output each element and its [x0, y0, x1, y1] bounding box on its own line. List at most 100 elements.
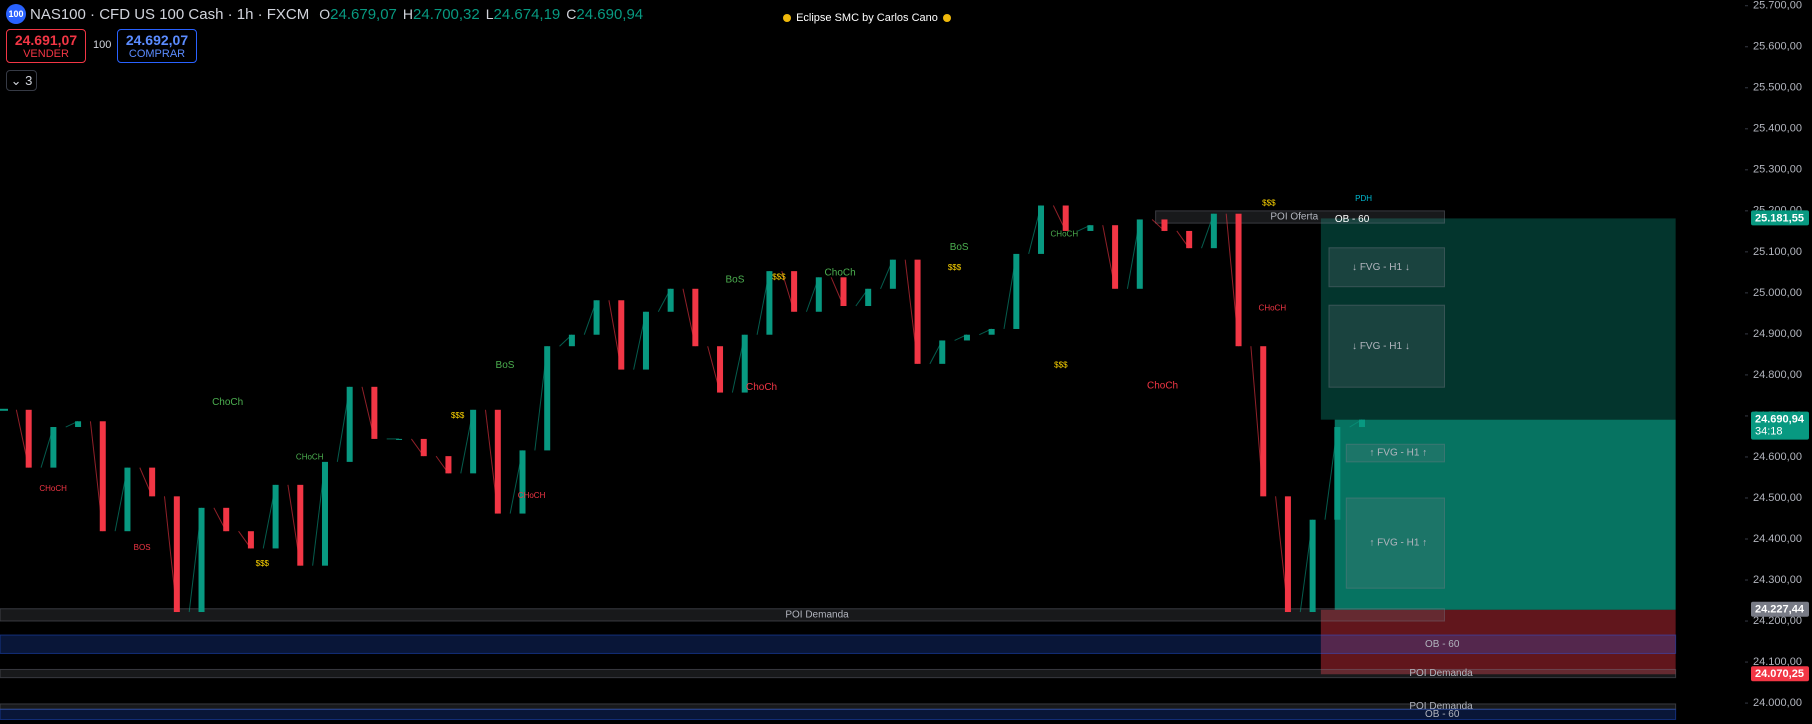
ohlc-key: O [319, 5, 331, 22]
ohlc-key: C [566, 5, 577, 22]
ohlc-key: L [485, 5, 494, 22]
candle [519, 450, 526, 514]
zone [0, 634, 1677, 654]
sell-button[interactable]: 24.691,07 VENDER [6, 29, 86, 63]
annotation: $$$ [1054, 360, 1068, 369]
indicators-toggle[interactable]: ⌄ 3 [6, 70, 37, 91]
annotation: BoS [496, 360, 515, 371]
price-label-box [1751, 666, 1809, 682]
candle [865, 288, 872, 307]
candle [1359, 419, 1365, 428]
annotation: BOS [134, 543, 151, 552]
annotation: PDH [1355, 194, 1372, 203]
annotation: $$$ [451, 411, 465, 420]
y-tick-label: 25.100,00 [1753, 246, 1802, 258]
target-zone [1320, 218, 1676, 420]
candle [346, 386, 353, 462]
candle [149, 467, 156, 497]
y-tick-label: 24.800,00 [1753, 369, 1802, 381]
zone [1328, 304, 1446, 388]
candle [297, 484, 304, 566]
candle [445, 456, 452, 474]
annotation: CHoCH [1259, 304, 1287, 313]
zone-label: ↑ FVG - H1 ↑ [1369, 538, 1427, 549]
buy-button[interactable]: 24.692,07 COMPRAR [117, 29, 197, 63]
price-label: 25.181,55 [1755, 212, 1804, 224]
candle [173, 496, 180, 613]
candle [741, 334, 748, 393]
price-label: 24.070,25 [1755, 668, 1804, 680]
candle [470, 409, 477, 474]
candle [1186, 230, 1193, 249]
sell-label: VENDER [23, 48, 69, 60]
candle [791, 271, 798, 312]
zone [1345, 497, 1446, 589]
ohlc-key: H [402, 5, 414, 22]
zone [1345, 443, 1446, 463]
ohlc-value: 24.674,19 [493, 5, 561, 23]
candle [642, 311, 649, 370]
zone-label: ↑ FVG - H1 ↑ [1369, 448, 1427, 459]
indicator-name[interactable]: Eclipse SMC by Carlos Cano [796, 12, 938, 24]
candle [1112, 225, 1119, 289]
candle [321, 461, 328, 566]
candle [939, 340, 946, 364]
symbol-title[interactable]: NAS100 · CFD US 100 Cash · 1h · FXCM [30, 5, 310, 23]
candle [618, 300, 625, 370]
annotation: $$$ [1262, 198, 1276, 207]
candle [1062, 205, 1069, 231]
zone-label: ↓ FVG - H1 ↓ [1352, 341, 1410, 352]
annotation: CHoCH [518, 491, 546, 500]
symbol-header: 100 NAS100 · CFD US 100 Cash · 1h · FXCM… [6, 4, 643, 24]
zone [0, 708, 1677, 720]
candle [50, 427, 57, 468]
price-label-box [1751, 210, 1809, 226]
candle [1136, 219, 1143, 289]
candle [272, 484, 279, 549]
zone-label: POI Demanda [785, 610, 849, 621]
candle [914, 259, 921, 364]
ohlc-value: 24.690,94 [576, 5, 644, 23]
candle [1284, 496, 1291, 613]
candle [198, 507, 205, 613]
zone-label: OB - 60 [1425, 639, 1460, 650]
countdown: 34:18 [1755, 426, 1783, 438]
y-tick-label: 25.400,00 [1753, 123, 1802, 135]
price-label: 24.690,94 [1755, 414, 1805, 426]
candle [124, 467, 131, 532]
annotation: CHoCH [296, 453, 324, 462]
annotation: $$$ [772, 272, 786, 281]
candle [494, 409, 501, 514]
candle [1013, 253, 1020, 329]
zone [1328, 247, 1446, 288]
zone [1155, 210, 1446, 224]
annotation: ChoCh [1147, 381, 1178, 392]
candle [99, 421, 106, 532]
candle [1161, 219, 1168, 231]
zone-label: POI Demanda [1409, 701, 1473, 712]
zone [0, 703, 1677, 710]
annotation: CHoCH [1051, 230, 1079, 239]
y-tick-label: 24.600,00 [1753, 451, 1802, 463]
candle [1334, 427, 1341, 520]
ohlc-value: 24.700,32 [413, 5, 480, 23]
candle [815, 277, 822, 312]
y-tick-label: 25.700,00 [1753, 0, 1802, 12]
candle [223, 507, 230, 532]
candle [766, 271, 773, 335]
annotation: ChoCh [212, 397, 243, 408]
candle [1260, 346, 1267, 497]
candle [420, 438, 427, 457]
y-tick-label: 24.000,00 [1753, 697, 1802, 709]
ohlc: O24.679,07 H24.700,32 L24.674,19 C24.690,94 [313, 6, 643, 23]
symbol-logo: 100 [6, 4, 26, 24]
ohlc-value: 24.679,07 [330, 5, 397, 23]
candle [593, 300, 600, 335]
annotation: ChoCh [746, 382, 777, 393]
annotation: OB - 60 [1335, 214, 1370, 225]
annotation: CHoCH [39, 484, 67, 493]
candle [889, 259, 896, 289]
buy-label: COMPRAR [128, 48, 186, 60]
